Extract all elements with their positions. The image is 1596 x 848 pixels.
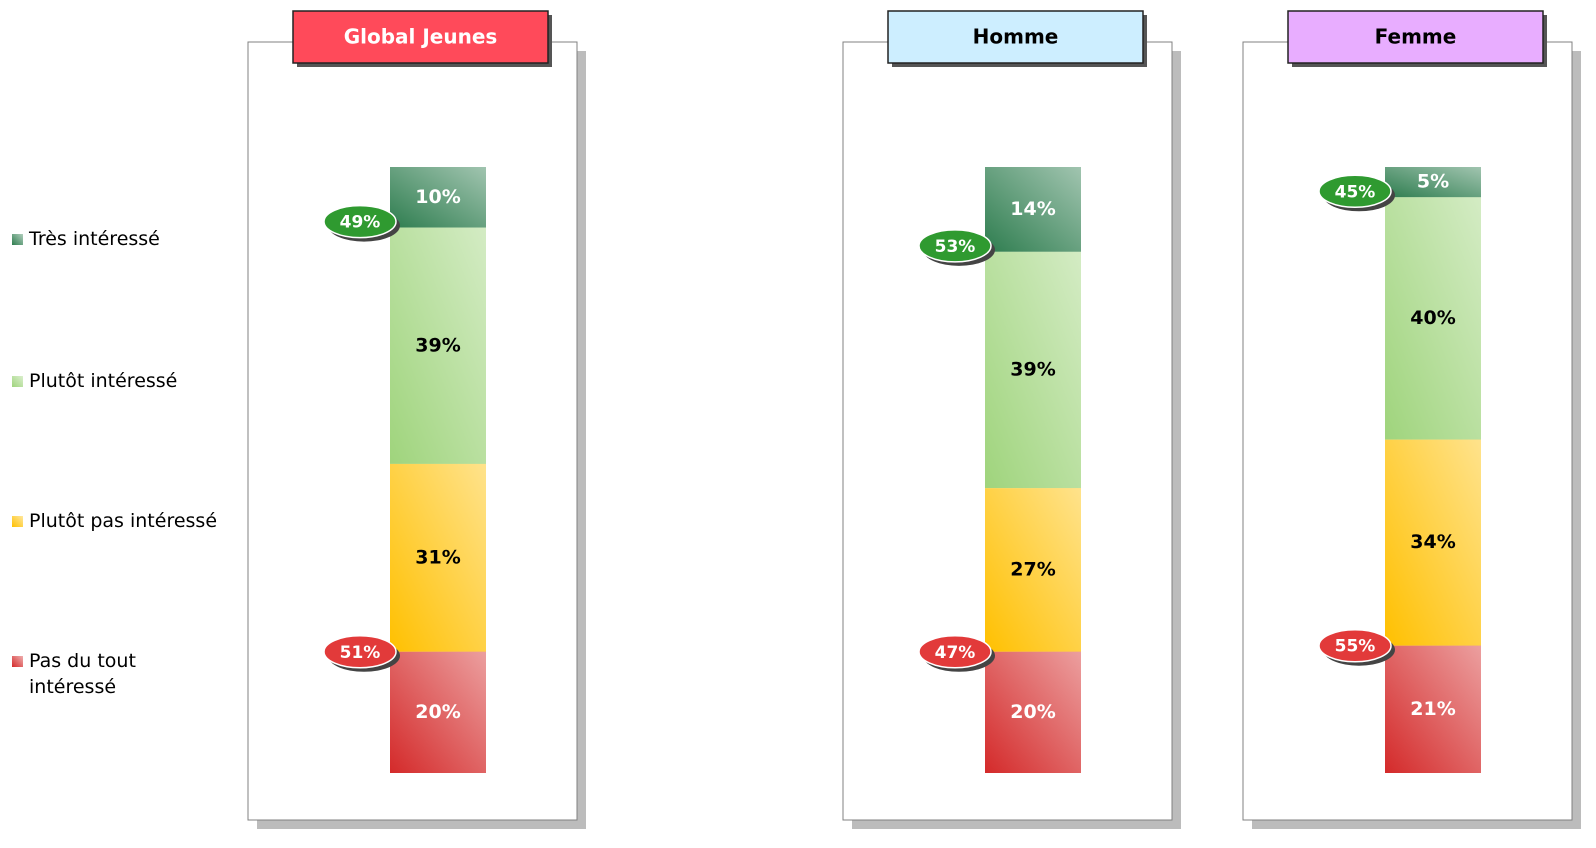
total-badge (918, 635, 992, 669)
total-badge (323, 635, 397, 669)
bar-shine (1385, 439, 1481, 646)
bar-shine (390, 651, 486, 773)
legend-label: Très intéressé (29, 228, 160, 250)
total-label: 53% (935, 237, 976, 257)
value-label: 20% (415, 701, 460, 723)
value-label: 40% (1410, 307, 1455, 329)
total-badge (1318, 628, 1392, 663)
bar-shine (390, 167, 486, 228)
value-label: 39% (1010, 359, 1055, 381)
bar-shine (390, 463, 486, 652)
panel-title: Femme (1375, 25, 1457, 49)
legend-swatch (12, 376, 23, 387)
value-label: 31% (415, 546, 460, 568)
total-badge (1318, 174, 1392, 209)
legend-label: Pas du tout intéressé (29, 650, 136, 698)
legend-swatch (12, 656, 23, 667)
panel-title: Global Jeunes (344, 25, 498, 49)
value-label: 39% (415, 334, 460, 356)
value-label: 10% (415, 186, 460, 208)
bar-shine (985, 488, 1081, 652)
bar-shine (985, 251, 1081, 489)
value-label: 14% (1010, 198, 1055, 220)
total-label: 55% (1335, 637, 1376, 657)
legend-label: Plutôt pas intéressé (29, 510, 218, 532)
bar-shine (1385, 645, 1481, 773)
title-box (887, 10, 1144, 64)
legend-item: Pas du tout intéressé (12, 648, 227, 700)
total-label: 47% (935, 643, 976, 663)
legend-label: Plutôt intéressé (29, 370, 178, 392)
bar-shine (390, 227, 486, 464)
total-label: 49% (340, 213, 381, 233)
legend-item: Plutôt intéressé (12, 368, 227, 394)
total-badge (918, 229, 992, 263)
bar-shine (1385, 197, 1481, 440)
title-box (292, 10, 549, 64)
value-label: 27% (1010, 558, 1055, 580)
legend-swatch (12, 516, 23, 527)
legend-item: Plutôt pas intéressé (12, 508, 227, 534)
total-label: 45% (1335, 182, 1376, 202)
value-label: 5% (1417, 171, 1449, 193)
total-badge (323, 204, 397, 239)
value-label: 34% (1410, 531, 1455, 553)
panel-title: Homme (973, 25, 1059, 49)
legend-item: Très intéressé (12, 226, 227, 252)
value-label: 20% (1010, 701, 1055, 723)
bar-shine (985, 167, 1081, 252)
bar-shine (985, 651, 1081, 773)
value-label: 21% (1410, 698, 1455, 720)
title-box (1287, 10, 1544, 64)
legend-swatch (12, 234, 23, 245)
total-label: 51% (340, 643, 381, 663)
bar-shine (1385, 167, 1481, 198)
